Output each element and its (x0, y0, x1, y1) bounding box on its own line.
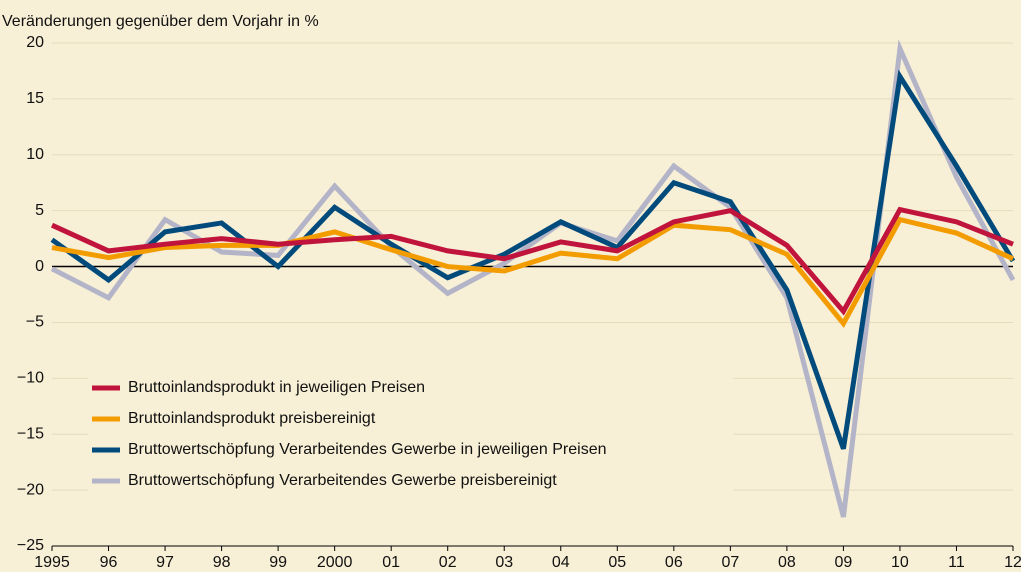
x-tick-label: 96 (100, 554, 118, 571)
y-tick-label: −20 (17, 481, 44, 498)
y-tick-label: 15 (26, 90, 44, 107)
y-tick-label: −5 (26, 314, 44, 331)
x-tick-label: 07 (721, 554, 739, 571)
y-tick-label: 10 (26, 146, 44, 163)
x-tick-label: 11 (948, 554, 965, 571)
legend-label: Bruttoinlandsprodukt preisbereinigt (128, 410, 376, 427)
x-tick-label: 98 (213, 554, 231, 571)
x-tick-label: 06 (665, 554, 683, 571)
chart-title: Veränderungen gegenüber dem Vorjahr in % (2, 13, 319, 30)
series-line (50, 206, 1014, 316)
legend-box (88, 372, 733, 500)
series-line (50, 69, 1016, 450)
x-tick-label: 1995 (34, 554, 70, 571)
x-tick-label: 12 (1004, 554, 1021, 571)
y-tick-label: 5 (35, 202, 44, 219)
x-tick-label: 97 (156, 554, 174, 571)
x-tick-label: 08 (778, 554, 796, 571)
x-tick-label: 04 (552, 554, 570, 571)
x-tick-label: 05 (608, 554, 626, 571)
legend-label: Bruttoinlandsprodukt in jeweiligen Preis… (128, 379, 425, 396)
x-tick-label: 03 (495, 554, 513, 571)
y-tick-label: 0 (35, 258, 44, 275)
y-tick-label: −10 (17, 370, 44, 387)
x-tick-label: 01 (382, 554, 400, 571)
series-line (51, 216, 1015, 329)
y-tick-label: −25 (17, 537, 44, 554)
x-tick-label: 02 (439, 554, 457, 571)
y-tick-label: −15 (17, 425, 44, 442)
legend-label: Bruttowertschöpfung Verarbeitendes Gewer… (128, 441, 607, 458)
x-tick-label: 2000 (317, 554, 353, 571)
x-tick-label: 99 (269, 554, 287, 571)
y-tick-label: 20 (26, 34, 44, 51)
x-tick-label: 09 (835, 554, 853, 571)
legend-label: Bruttowertschöpfung Verarbeitendes Gewer… (128, 472, 557, 489)
x-tick-label: 10 (891, 554, 909, 571)
